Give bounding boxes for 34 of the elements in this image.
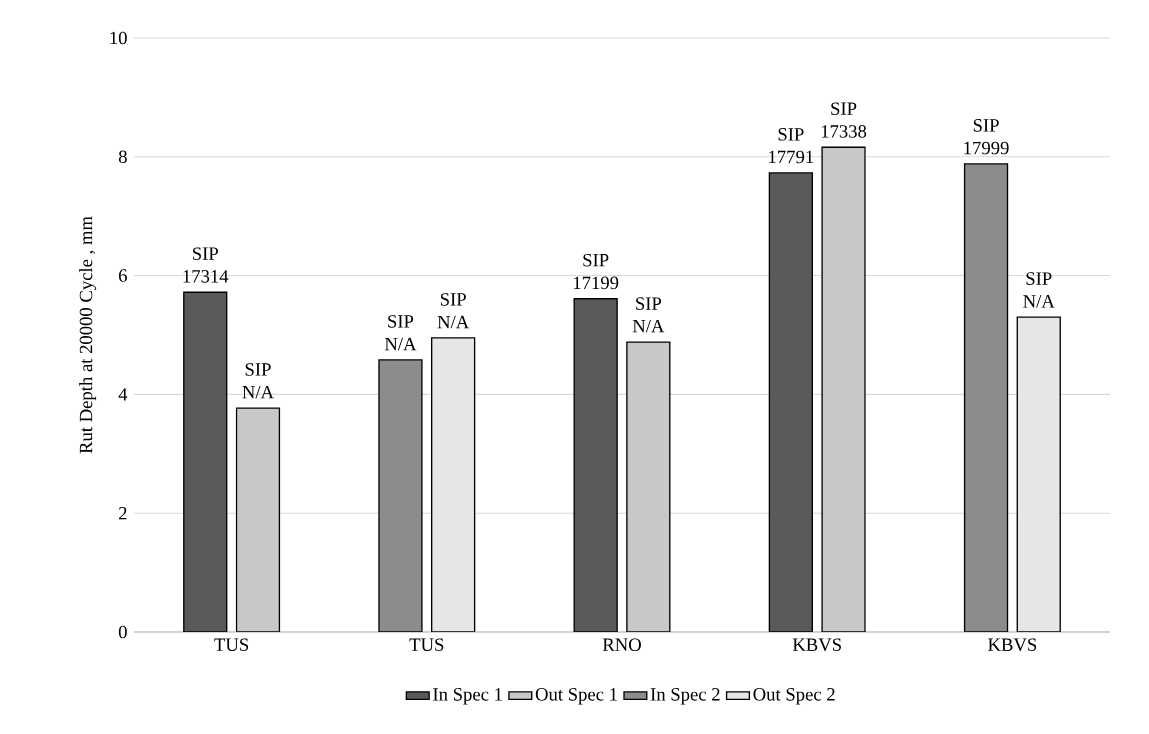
y-tick-label: 8 <box>118 150 127 164</box>
annotation: SIP 17791 <box>769 128 814 164</box>
annotation: SIP N/A <box>242 363 274 399</box>
y-axis-title: Rut Depth at 20000 Cycle , mm <box>79 216 97 454</box>
bar <box>183 291 228 632</box>
bar <box>1016 316 1061 632</box>
x-tick-label: TUS <box>409 638 444 652</box>
annotation: SIP N/A <box>632 297 665 333</box>
y-tick-label: 10 <box>110 31 127 45</box>
bar <box>626 341 671 632</box>
legend-label: Out Spec 1 <box>535 688 617 705</box>
legend-label: Out Spec 2 <box>753 688 835 705</box>
y-tick-label: 4 <box>118 388 128 401</box>
x-tick-label: TUS <box>214 638 249 652</box>
annotation: SIP 17999 <box>964 119 1009 155</box>
bar <box>768 172 813 632</box>
annotation: SIP 17199 <box>573 253 619 290</box>
annotation: SIP N/A <box>437 293 470 329</box>
annotation: SIP N/A <box>384 315 417 351</box>
y-tick-label: 6 <box>118 269 127 282</box>
legend-label: In Spec 1 <box>433 688 502 705</box>
bar <box>235 407 281 632</box>
annotation: SIP 17314 <box>183 247 229 283</box>
bar <box>431 337 476 632</box>
x-tick-label: KBVS <box>988 638 1037 652</box>
bar <box>821 146 866 632</box>
legend-label: In Spec 2 <box>650 688 720 705</box>
x-tick-label: KBVS <box>792 638 841 652</box>
y-tick-label: 0 <box>118 625 127 639</box>
y-tick-label: 2 <box>119 507 127 520</box>
annotation: SIP N/A <box>1023 272 1055 308</box>
bar <box>573 298 618 632</box>
x-tick-label: RNO <box>602 638 641 652</box>
annotation: SIP 17338 <box>821 102 867 138</box>
